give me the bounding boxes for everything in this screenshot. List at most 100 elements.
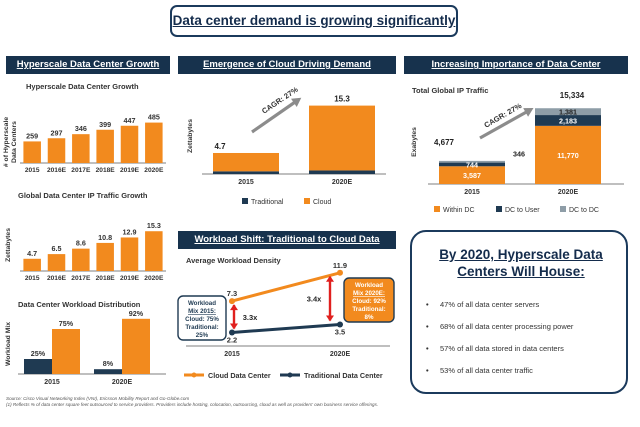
multiple-arrow-head <box>230 304 238 311</box>
x-tick-label: 2020E <box>558 189 579 196</box>
x-tick-label: 2018E <box>96 275 116 282</box>
x-tick-label: 2020E <box>144 167 164 174</box>
bar <box>96 129 114 163</box>
x-tick-label: 2015 <box>224 351 240 358</box>
footnote: Source: Cisco Visual Networking Index (V… <box>6 396 406 408</box>
bar-cloud <box>213 152 279 172</box>
legend-label: DC to User <box>505 207 540 214</box>
cagr-arrow-head <box>523 108 534 117</box>
total-label: 4.7 <box>214 142 226 151</box>
bar <box>47 254 66 271</box>
page-title: Data center demand is growing significan… <box>170 5 458 37</box>
x-tick-label: 2015 <box>25 167 40 174</box>
data-label: 2.2 <box>227 335 237 344</box>
legend-swatch <box>560 206 566 212</box>
data-label: 7.3 <box>227 289 237 298</box>
x-tick-label: 2020E <box>332 179 353 186</box>
data-label: 297 <box>51 128 63 137</box>
footnote-source: Source: Cisco Visual Networking Index (V… <box>6 396 190 401</box>
ip-traffic-chart-title: Global Data Center IP Traffic Growth <box>18 191 148 200</box>
legend-swatch <box>434 206 440 212</box>
y-axis-label: Workload Mix <box>5 322 12 366</box>
data-label: 447 <box>124 116 136 125</box>
workload-mix-text: Traditional: <box>352 306 385 313</box>
x-tick-label: 2015 <box>464 189 480 196</box>
y-axis-label: Data Centers <box>11 121 18 163</box>
data-label: 15.3 <box>147 221 161 230</box>
hyperscale-growth-chart: # of Hyperscale Data Centers 259 2015 297 201… <box>3 113 166 174</box>
segment-label: 2,183 <box>559 116 577 125</box>
workload-mix-text: Workload <box>188 300 216 307</box>
ip-traffic-total-title: Total Global IP Traffic <box>412 86 489 95</box>
workload-mix-text: 25% <box>196 332 209 339</box>
data-point <box>229 329 235 336</box>
multiple-label: 3.4x <box>307 295 322 304</box>
data-label: 10.8 <box>98 233 112 242</box>
data-label: 4.7 <box>27 249 37 258</box>
x-tick-label: 2015 <box>44 379 60 386</box>
legend-label: Traditional Data Center <box>304 371 383 380</box>
bar-dc-to-dc <box>535 108 601 116</box>
workload-mix-text: Cloud: 92% <box>352 298 386 305</box>
legend-swatch <box>496 206 502 212</box>
header-ecosystem: Increasing Importance of Data Center Eco… <box>404 56 628 88</box>
y-axis-label: Zettabytes <box>187 119 194 153</box>
data-label: 3.5 <box>335 327 345 336</box>
bar-traditional <box>94 369 122 374</box>
cagr-arrow <box>479 108 531 140</box>
legend-swatch <box>242 198 248 204</box>
callout-bullet: • 57% of all data stored in data centers <box>426 344 564 353</box>
bar-within-dc <box>439 166 505 184</box>
legend-label: Within DC <box>443 207 475 214</box>
data-label: 12.9 <box>123 227 137 236</box>
callout-title: By 2020, Hyperscale Data Centers Will Ho… <box>439 247 603 279</box>
header-hyperscale: Hyperscale Data Center Growth <box>6 56 170 74</box>
x-tick-label: 2019E <box>120 275 140 282</box>
multiple-arrow-head <box>326 275 334 282</box>
data-label: 346 <box>75 124 87 133</box>
bar-cloud <box>309 105 375 171</box>
x-tick-label: 2015 <box>238 179 254 186</box>
bar-dc-to-user <box>439 162 505 167</box>
x-tick-label: 2020E <box>144 275 164 282</box>
workload-mix-text: Workload <box>355 282 383 289</box>
cagr-arrow <box>251 98 299 134</box>
x-tick-label: 2015 <box>25 275 40 282</box>
bar-dc-to-user <box>535 115 601 126</box>
segment-label: 744 <box>466 160 478 169</box>
series-line-traditional <box>231 322 341 334</box>
multiple-arrow-head <box>230 323 238 330</box>
workload-mix-text: Mix 2015: <box>188 308 216 315</box>
data-label: 485 <box>148 113 160 122</box>
data-label: 25% <box>31 349 46 358</box>
x-tick-label: 2016E <box>47 275 67 282</box>
data-label: 6.5 <box>52 244 62 253</box>
data-label: 259 <box>26 131 38 140</box>
bar <box>120 237 139 271</box>
bar-cloud <box>122 318 150 374</box>
data-point <box>337 269 343 276</box>
cagr-arrow-head <box>291 97 302 107</box>
bar-traditional <box>24 359 52 374</box>
data-label: 11.9 <box>333 262 347 270</box>
ecosystem-chart: Exabytes3,5877443464,677201511,7702,1831… <box>411 91 624 214</box>
ip-traffic-growth-chart: Zettabytes 4.7 2015 6.5 2016E 8.6 2017E 10.8 201… <box>5 221 166 282</box>
total-label: 4,677 <box>434 138 455 147</box>
data-point <box>337 321 343 328</box>
legend-label: DC to DC <box>569 207 599 214</box>
data-point <box>229 298 235 305</box>
x-tick-label: 2019E <box>120 167 140 174</box>
header-workload-shift: Workload Shift: Traditional to Cloud Dat… <box>178 231 396 263</box>
workload-mix-text: Mix 2020E: <box>353 290 385 297</box>
bar <box>96 242 114 271</box>
bar <box>145 122 163 163</box>
y-axis-label: Zettabytes <box>5 228 12 262</box>
data-label: 92% <box>129 309 144 318</box>
workload-mix-box <box>177 295 227 341</box>
total-label: 15.3 <box>334 95 350 104</box>
segment-label: 346 <box>513 150 525 159</box>
workload-mix-text: 8% <box>365 314 374 321</box>
y-axis-label: Exabytes <box>411 127 418 157</box>
callout-bullet: • 47% of all data center servers <box>426 300 540 309</box>
